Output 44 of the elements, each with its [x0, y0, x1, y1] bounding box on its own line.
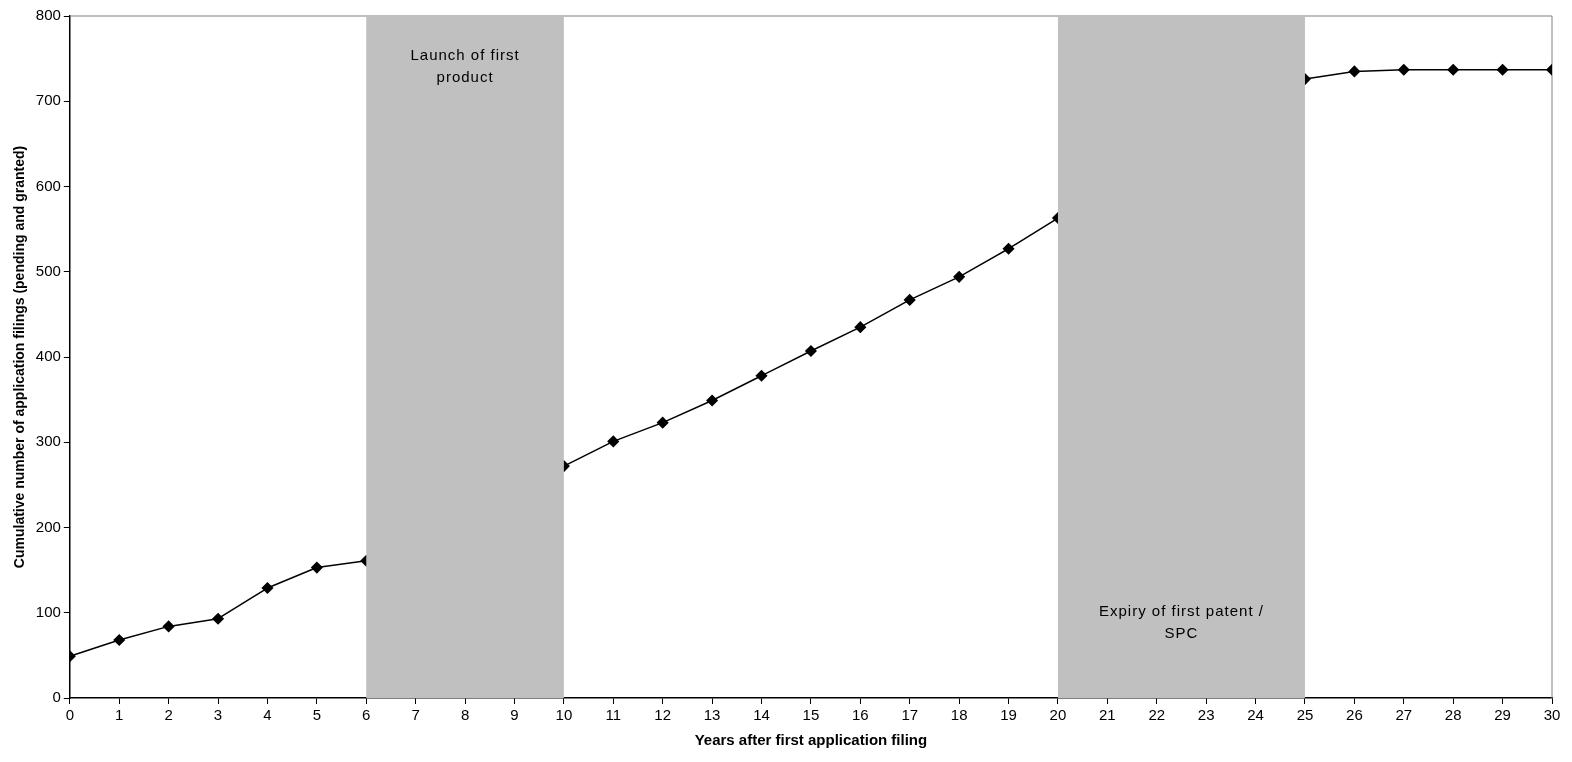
x-tick-label: 9: [510, 706, 519, 724]
y-tick-label: 100: [35, 602, 61, 620]
x-axis-title: Years after first application filing: [694, 731, 928, 749]
y-tick-label: 300: [35, 432, 61, 450]
y-tick-label: 600: [35, 176, 61, 194]
x-tick-label: 8: [460, 706, 470, 724]
x-tick-label: 21: [1099, 706, 1116, 724]
y-tick-label: 800: [35, 6, 61, 24]
x-tick-label: 22: [1148, 706, 1166, 724]
band-label: Expiry of first patent / SPC: [1099, 601, 1264, 641]
x-tick-label: 3: [213, 706, 223, 724]
x-tick-label: 16: [851, 706, 869, 724]
x-tick-label: 4: [263, 706, 272, 724]
x-tick-label: 1: [115, 706, 124, 724]
y-tick-label: 0: [52, 688, 61, 706]
x-tick-label: 10: [555, 706, 573, 724]
x-tick-label: 28: [1444, 706, 1462, 724]
x-tick-label: 25: [1296, 706, 1314, 724]
y-tick-label: 500: [35, 261, 61, 279]
x-tick-label: 26: [1346, 706, 1363, 724]
band-label: Launch of first product: [410, 45, 520, 85]
x-tick-label: 12: [654, 706, 672, 724]
x-tick-label: 24: [1247, 706, 1264, 724]
x-tick-label: 19: [1000, 706, 1017, 724]
x-tick-label: 0: [65, 706, 74, 724]
x-tick-label: 20: [1049, 706, 1067, 724]
x-tick-label: 30: [1543, 706, 1561, 724]
x-tick-label: 18: [950, 706, 968, 724]
x-tick-label: 29: [1494, 706, 1511, 724]
x-tick-label: 23: [1197, 706, 1215, 724]
x-tick-label: 27: [1395, 706, 1413, 724]
y-tick-label: 400: [35, 347, 61, 365]
y-axis-title: Cumulative number of application filings (pending and granted): [11, 145, 28, 569]
x-tick-label: 2: [164, 706, 173, 724]
x-tick-label: 7: [411, 706, 420, 724]
x-tick-label: 6: [362, 706, 371, 724]
y-tick-label: 700: [35, 91, 61, 109]
x-tick-label: 15: [802, 706, 820, 724]
x-tick-label: 13: [703, 706, 721, 724]
x-tick-label: 17: [901, 706, 919, 724]
x-tick-label: 11: [605, 706, 622, 724]
y-tick-label: 200: [35, 517, 61, 535]
x-tick-label: 5: [312, 706, 322, 724]
x-tick-label: 14: [753, 706, 770, 724]
